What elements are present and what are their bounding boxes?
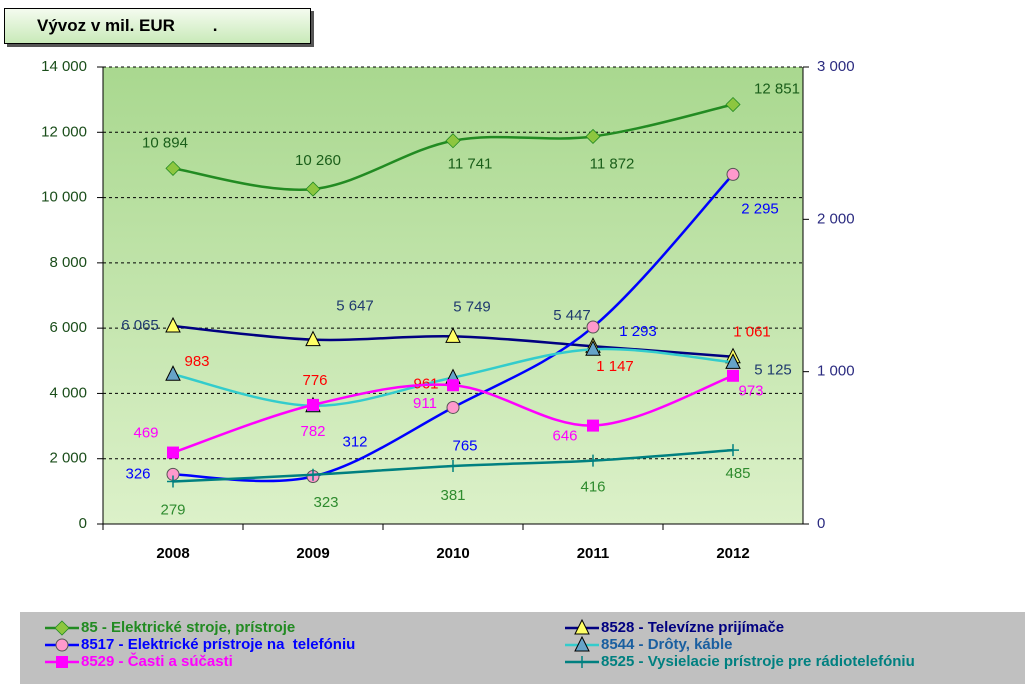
data-label: 5 647: [336, 298, 374, 315]
marker: [165, 316, 181, 333]
chart-title: Vývoz v mil. EUR .: [4, 8, 311, 44]
legend-label: 8517 - Elektrické prístroje na telefóniu: [81, 636, 355, 653]
data-label: 2 295: [741, 200, 779, 217]
data-label: 10 894: [142, 134, 188, 151]
marker: [587, 454, 599, 467]
x-tick-label: 2009: [296, 545, 329, 562]
y2-tick-label: 2 000: [817, 210, 855, 227]
data-label: 279: [160, 501, 185, 518]
legend-box: [20, 612, 1025, 684]
data-label: 983: [184, 353, 209, 370]
x-tick-label: 2011: [577, 545, 610, 562]
marker: [305, 330, 321, 347]
marker: [727, 369, 739, 382]
data-label: 1 147: [596, 358, 634, 375]
data-label: 323: [313, 494, 338, 511]
legend-label: 8525 - Vysielacie prístroje pre rádiotel…: [601, 653, 915, 670]
data-label: 312: [342, 433, 367, 450]
marker: [445, 327, 461, 343]
marker: [307, 398, 319, 411]
data-label: 326: [125, 465, 150, 482]
marker: [54, 620, 70, 636]
y-tick-label: 8 000: [49, 254, 87, 271]
data-label: 973: [738, 383, 763, 400]
y2-tick-label: 3 000: [817, 58, 855, 75]
y2-tick-label: 0: [817, 515, 825, 532]
data-label: 469: [133, 425, 158, 442]
data-label: 485: [725, 465, 750, 482]
marker: [446, 400, 460, 414]
marker: [165, 365, 181, 381]
marker: [307, 468, 319, 481]
y-tick-label: 4 000: [49, 384, 87, 401]
y-tick-label: 14 000: [41, 58, 87, 75]
data-label: 5 125: [754, 362, 792, 379]
data-label: 11 872: [590, 155, 635, 172]
data-label: 776: [302, 372, 327, 389]
data-label: 1 061: [733, 323, 771, 340]
data-label: 6 065: [121, 317, 159, 334]
data-label: 5 447: [553, 307, 591, 324]
data-label: 5 749: [453, 298, 491, 315]
marker: [445, 133, 461, 149]
marker: [585, 128, 601, 145]
y2-tick-label: 1 000: [817, 363, 855, 380]
marker: [725, 353, 741, 369]
data-label: 782: [300, 423, 325, 440]
marker: [56, 656, 68, 668]
y-tick-label: 2 000: [49, 450, 87, 467]
x-tick-label: 2012: [716, 545, 749, 562]
marker: [447, 379, 459, 392]
marker: [574, 618, 590, 635]
marker: [576, 656, 588, 668]
data-label: 11 741: [448, 156, 493, 173]
marker: [305, 181, 321, 197]
marker: [165, 160, 181, 176]
y-tick-label: 0: [79, 515, 87, 532]
y-tick-label: 10 000: [41, 189, 87, 206]
legend-label: 85 - Elektrické stroje, prístroje: [81, 619, 295, 636]
marker: [725, 96, 741, 113]
marker: [55, 638, 69, 652]
marker: [447, 459, 459, 472]
marker: [167, 475, 179, 488]
y-tick-label: 6 000: [49, 319, 87, 336]
data-label: 10 260: [295, 152, 341, 169]
data-label: 646: [552, 428, 577, 445]
marker: [574, 635, 590, 652]
y-tick-label: 12 000: [41, 123, 87, 140]
data-label: 1 293: [619, 323, 657, 340]
marker: [587, 419, 599, 432]
data-label: 765: [452, 437, 477, 454]
legend-label: 8544 - Drôty, káble: [601, 636, 732, 653]
marker: [727, 444, 739, 457]
marker: [726, 167, 740, 181]
marker: [167, 446, 179, 459]
marker: [585, 340, 601, 356]
x-tick-label: 2008: [156, 545, 189, 562]
legend-label: 8528 - Televízne prijímače: [601, 619, 784, 636]
legend-label: 8529 - Časti a súčasti: [81, 652, 233, 670]
marker: [586, 320, 600, 334]
data-label: 381: [440, 487, 465, 504]
data-label: 12 851: [754, 80, 800, 97]
data-label: 911: [413, 395, 437, 412]
data-label: 416: [580, 479, 605, 496]
x-tick-label: 2010: [436, 545, 469, 562]
